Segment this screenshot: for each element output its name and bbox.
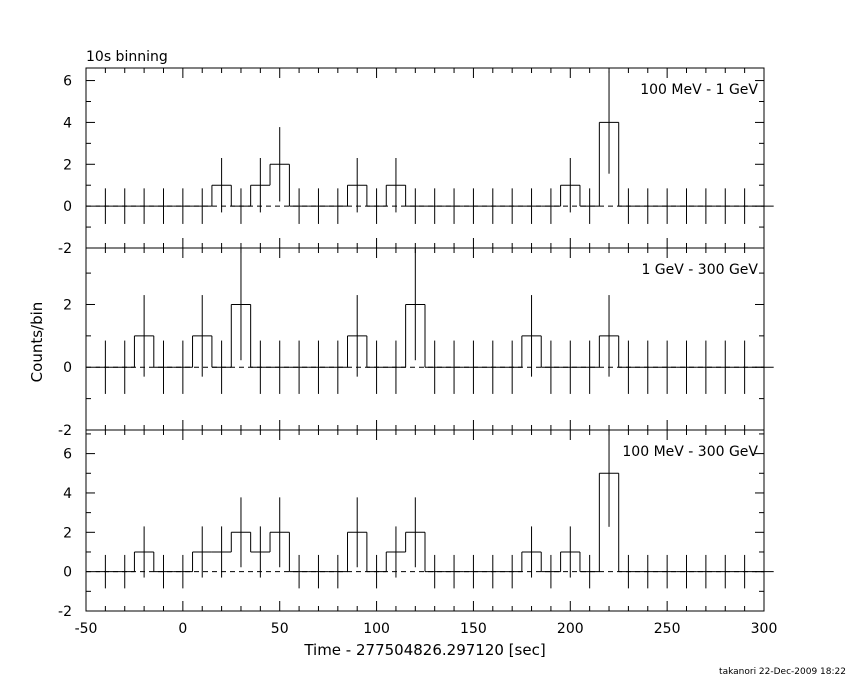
panel-3: -2 0 2 4 6 100 MeV - 300 GeV	[58, 429, 774, 620]
panel-energy-label: 100 MeV - 1 GeV	[640, 82, 758, 98]
x-axis-label: Time - 277504826.297120 [sec]	[303, 641, 545, 659]
footer-credit: takanori 22-Dec-2009 18:22	[719, 667, 846, 677]
y-tick-label: 2	[63, 297, 72, 313]
y-tick-label: 2	[63, 157, 72, 173]
x-tick-label: 0	[178, 621, 187, 637]
panel-1: -2 0 2 4 6 100 MeV - 1 GeV	[58, 67, 774, 257]
chart-title: 10s binning	[86, 49, 168, 65]
y-tick-label: 2	[63, 525, 72, 541]
y-tick-label: 4	[63, 486, 72, 502]
panel-energy-label: 1 GeV - 300 GeV	[641, 262, 758, 278]
panel-2: -2 0 2 1 GeV - 300 GeV	[58, 247, 774, 439]
y-tick-label: -2	[58, 604, 72, 620]
x-tick-label: 250	[654, 621, 681, 637]
y-tick-label: 0	[63, 565, 72, 581]
panel-frame	[85, 429, 765, 612]
y-tick-label: 4	[63, 115, 72, 131]
x-tick-label: 50	[271, 621, 289, 637]
y-axis-label: Counts/bin	[28, 302, 46, 383]
x-tick-label: 100	[363, 621, 390, 637]
x-tick-label: 300	[751, 621, 778, 637]
x-tick-label: 200	[557, 621, 584, 637]
panel-energy-label: 100 MeV - 300 GeV	[622, 444, 758, 460]
y-tick-label: -2	[58, 241, 72, 257]
y-tick-label: -2	[58, 423, 72, 439]
x-tick-label: -50	[75, 621, 98, 637]
x-tick-label: 150	[460, 621, 487, 637]
y-tick-label: 6	[63, 74, 72, 90]
y-tick-label: 0	[63, 199, 72, 215]
y-tick-label: 0	[63, 360, 72, 376]
y-tick-label: 6	[63, 447, 72, 463]
